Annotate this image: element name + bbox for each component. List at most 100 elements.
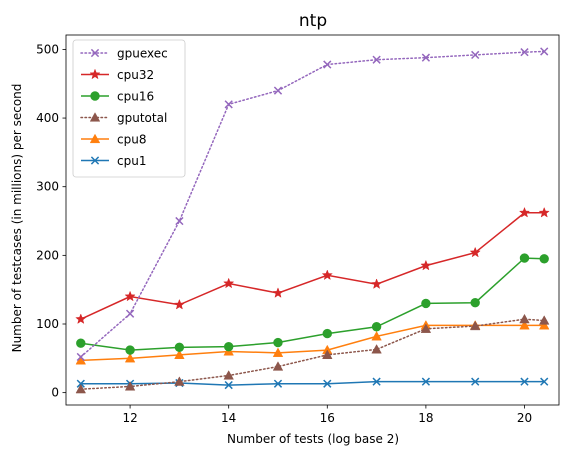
data-point-cpu32-9 — [518, 206, 531, 218]
data-point-cpu16-10 — [539, 254, 549, 264]
data-point-cpu16-6 — [371, 322, 382, 332]
data-point-gputotal-1 — [124, 381, 136, 391]
chart-title: ntp — [299, 11, 327, 31]
data-point-gpuexec-2 — [175, 216, 184, 226]
data-point-cpu1-5 — [323, 379, 332, 388]
x-tick-label-16: 16 — [320, 411, 335, 425]
data-point-cpu16-2 — [174, 342, 185, 353]
data-point-cpu1-0 — [76, 379, 85, 388]
y-tick-label-500: 500 — [36, 42, 59, 56]
data-point-cpu8-2 — [174, 349, 185, 359]
x-axis-label: Number of tests (log base 2) — [227, 432, 399, 446]
legend-label-cpu8: cpu8 — [117, 133, 146, 147]
legend-label-gputotal: gputotal — [117, 111, 167, 125]
data-point-gputotal-7 — [420, 323, 432, 333]
legend-marker-cpu1 — [90, 156, 100, 165]
data-point-cpu1-3 — [224, 380, 233, 390]
data-point-gputotal-5 — [322, 349, 333, 359]
data-point-gputotal-0 — [75, 383, 87, 394]
legend-marker-cpu8 — [89, 133, 101, 144]
legend-item-cpu8: cpu8 — [81, 133, 146, 147]
legend-item-cpu16: cpu16 — [81, 90, 154, 104]
data-point-gputotal-10 — [538, 315, 550, 325]
data-point-cpu16-3 — [223, 341, 234, 352]
data-point-gputotal-6 — [371, 344, 382, 354]
plot-frame — [65, 34, 560, 406]
data-point-cpu16-7 — [421, 298, 431, 309]
data-point-gpuexec-5 — [323, 60, 332, 69]
data-point-cpu1-8 — [471, 377, 480, 386]
legend-label-cpu16: cpu16 — [117, 90, 154, 104]
legend-label-gpuexec: gpuexec — [117, 47, 168, 61]
data-point-cpu8-6 — [371, 331, 382, 341]
data-point-gpuexec-0 — [76, 352, 85, 362]
data-point-cpu32-7 — [420, 259, 432, 271]
x-tick-label-12: 12 — [122, 411, 137, 425]
data-point-gpuexec-7 — [421, 53, 431, 62]
y-tick-label-0: 0 — [51, 386, 59, 400]
data-point-cpu32-8 — [469, 246, 481, 258]
data-point-cpu8-10 — [538, 320, 550, 330]
series-gputotal — [75, 313, 550, 394]
data-point-gputotal-4 — [272, 361, 284, 371]
data-point-cpu1-4 — [273, 379, 283, 388]
data-point-cpu32-4 — [272, 287, 284, 298]
data-point-gputotal-9 — [519, 313, 530, 324]
y-tick-label-100: 100 — [36, 317, 59, 331]
legend-item-gputotal: gputotal — [80, 111, 167, 125]
data-point-cpu32-6 — [370, 278, 383, 289]
y-axis-label: Number of testcases (in millions) per se… — [10, 84, 24, 353]
x-tick-label-20: 20 — [517, 411, 532, 425]
data-point-cpu32-10 — [538, 206, 550, 218]
x-tick-label-18: 18 — [418, 411, 433, 425]
data-point-cpu16-5 — [322, 328, 332, 339]
data-point-gpuexec-8 — [471, 50, 480, 60]
series-gpuexec — [76, 47, 549, 362]
data-point-gputotal-8 — [469, 320, 481, 331]
data-point-gpuexec-9 — [520, 48, 529, 57]
series-cpu16 — [76, 253, 549, 355]
data-point-cpu32-2 — [173, 298, 186, 310]
legend-marker-cpu32 — [89, 68, 101, 80]
data-point-cpu8-4 — [272, 347, 284, 357]
legend-marker-gpuexec — [90, 48, 100, 58]
data-point-cpu16-4 — [273, 337, 283, 348]
y-tick-label-400: 400 — [36, 111, 59, 125]
data-point-cpu1-9 — [520, 377, 529, 386]
data-point-cpu8-1 — [124, 353, 136, 363]
legend-label-cpu32: cpu32 — [117, 68, 154, 82]
y-tick-label-200: 200 — [36, 248, 59, 262]
data-point-cpu16-0 — [76, 338, 86, 348]
data-point-gpuexec-3 — [224, 100, 233, 109]
data-point-cpu32-0 — [75, 313, 87, 324]
legend-item-cpu1: cpu1 — [81, 154, 146, 168]
data-point-cpu1-6 — [372, 377, 381, 386]
data-point-gpuexec-1 — [125, 309, 135, 318]
legend-label-cpu1: cpu1 — [117, 154, 146, 168]
data-point-cpu32-1 — [124, 290, 136, 302]
legend-marker-cpu16 — [90, 91, 100, 101]
data-point-cpu16-8 — [470, 298, 480, 308]
data-point-cpu16-1 — [125, 345, 135, 355]
plot-content — [75, 47, 550, 394]
series-cpu32 — [75, 206, 550, 324]
data-point-gpuexec-6 — [372, 55, 381, 64]
series-cpu1 — [76, 377, 549, 390]
data-point-cpu1-10 — [540, 377, 549, 386]
data-point-cpu32-5 — [321, 269, 333, 281]
data-point-gpuexec-10 — [540, 47, 549, 56]
legend-marker-gputotal — [89, 112, 101, 122]
legend-item-cpu32: cpu32 — [81, 68, 154, 82]
data-point-cpu1-7 — [421, 377, 431, 386]
data-point-cpu16-9 — [519, 253, 530, 263]
data-point-cpu32-3 — [223, 277, 235, 289]
data-point-gputotal-3 — [223, 370, 234, 380]
data-point-gputotal-2 — [174, 376, 185, 386]
legend: gpuexec cpu32 cpu16 gputotal cpu8 cpu1 — [72, 39, 186, 178]
legend-item-gpuexec: gpuexec — [80, 47, 168, 61]
y-tick-label-300: 300 — [36, 180, 59, 194]
data-point-gpuexec-4 — [273, 86, 283, 95]
data-point-cpu8-9 — [519, 320, 530, 330]
